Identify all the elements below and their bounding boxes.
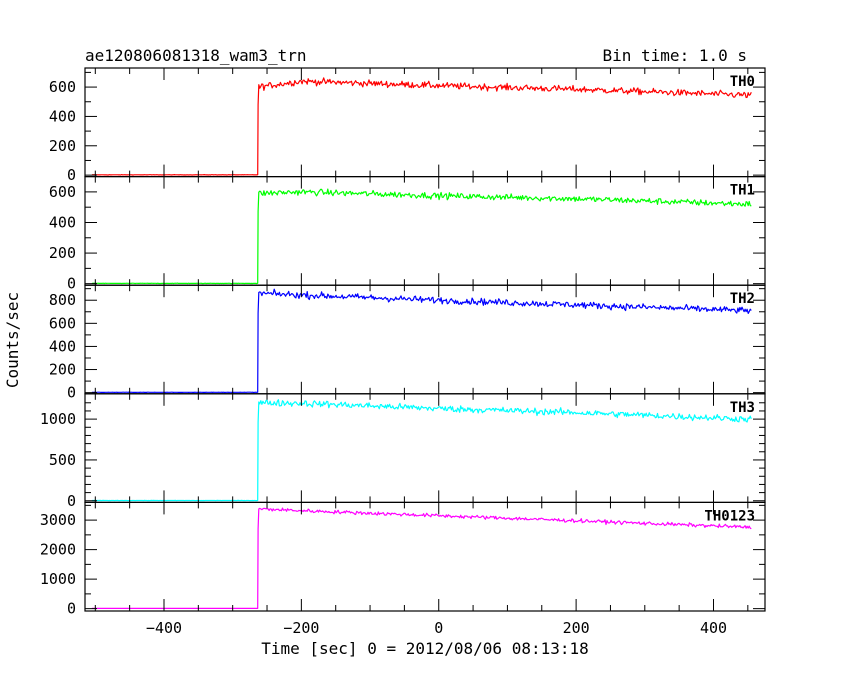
x-tick-label: 200 <box>563 619 590 637</box>
panel-stack: 0 200 400 600 TH0 0 200 400 600 TH1 0 200 400 600 800 T… <box>40 67 766 637</box>
light-curve-th1 <box>91 188 752 285</box>
y-tick-label: 1000 <box>40 410 76 428</box>
y-axis-label: Counts/sec <box>3 292 22 388</box>
light-curve-th3 <box>91 399 752 502</box>
panel-th1: 0 200 400 600 TH1 <box>49 176 766 293</box>
y-tick-label: 1000 <box>40 570 76 588</box>
x-tick-label: 400 <box>700 619 727 637</box>
y-tick-label: 600 <box>49 78 76 96</box>
y-tick-label: 0 <box>67 492 76 510</box>
figure-title: ae120806081318_wam3_trn <box>85 46 307 65</box>
panel-label: TH1 <box>730 183 755 199</box>
x-tick-label: −400 <box>146 619 182 637</box>
y-tick-label: 0 <box>67 275 76 293</box>
panel-frame <box>84 393 766 503</box>
y-tick-label: 2000 <box>40 541 76 559</box>
y-tick-label: 3000 <box>40 511 76 529</box>
panel-th0123: 0 1000 2000 3000 TH0123 <box>40 501 766 618</box>
panel-label: TH3 <box>730 400 755 416</box>
panel-label: TH0123 <box>704 508 755 524</box>
panel-label: TH2 <box>730 291 755 307</box>
y-tick-label: 800 <box>49 291 76 309</box>
panel-th0: 0 200 400 600 TH0 <box>49 67 766 184</box>
y-tick-label: 200 <box>49 244 76 262</box>
y-tick-label: 200 <box>49 137 76 155</box>
light-curve-th0123 <box>91 507 752 609</box>
y-tick-label: 0 <box>67 166 76 184</box>
panel-label: TH0 <box>730 74 755 90</box>
bin-time-label: Bin time: 1.0 s <box>603 46 748 65</box>
x-tick-label: 0 <box>434 619 443 637</box>
y-tick-label: 500 <box>49 451 76 469</box>
light-curve-th2 <box>91 288 752 394</box>
y-tick-label: 400 <box>49 107 76 125</box>
light-curve-th0 <box>91 77 752 176</box>
panel-frame <box>84 501 766 612</box>
y-tick-label: 0 <box>67 600 76 618</box>
panel-th2: 0 200 400 600 800 TH2 <box>49 284 766 402</box>
x-tick-label: −200 <box>283 619 319 637</box>
y-tick-label: 200 <box>49 361 76 379</box>
y-tick-label: 400 <box>49 337 76 355</box>
y-tick-label: 0 <box>67 384 76 402</box>
y-tick-label: 400 <box>49 213 76 231</box>
y-tick-label: 600 <box>49 314 76 332</box>
y-tick-label: 600 <box>49 183 76 201</box>
panel-th3: 0 500 1000 TH3 <box>40 393 766 510</box>
panel-frame <box>84 284 766 395</box>
x-axis-label: Time [sec] 0 = 2012/08/06 08:13:18 <box>261 639 589 658</box>
